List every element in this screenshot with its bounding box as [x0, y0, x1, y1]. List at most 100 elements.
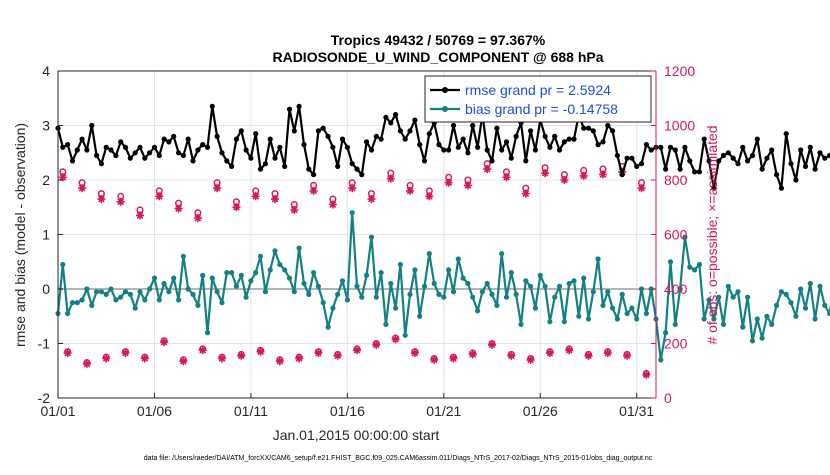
x-tick-label: 01/06 — [137, 403, 172, 419]
bias-point — [330, 305, 336, 311]
y-tick-label: -2 — [38, 390, 51, 406]
rmse-point — [764, 155, 770, 161]
rmse-point — [320, 125, 326, 131]
bias-point — [296, 245, 302, 251]
assimilated-obs-marker — [642, 370, 651, 379]
bias-point — [494, 302, 500, 308]
rmse-point — [788, 161, 794, 167]
rmse-point — [393, 112, 399, 118]
x-tick-label: 01/21 — [426, 403, 461, 419]
bias-point — [778, 289, 785, 295]
legend-bias-sample — [430, 106, 460, 112]
rmse-point — [257, 166, 264, 172]
bias-point — [137, 289, 143, 295]
bias-point — [720, 321, 727, 327]
rmse-point — [421, 158, 428, 164]
assimilated-obs-marker — [82, 359, 91, 368]
rmse-point — [556, 147, 563, 153]
bias-point — [147, 286, 153, 292]
bias-point — [108, 286, 114, 292]
rmse-point — [542, 133, 548, 139]
bias-point — [547, 319, 553, 325]
assimilated-obs-marker — [560, 175, 569, 185]
rmse-point — [195, 147, 201, 153]
bias-point — [373, 294, 379, 300]
rmse-point — [701, 136, 707, 142]
assimilated-obs-marker — [328, 200, 337, 209]
rmse-point — [161, 136, 167, 142]
rmse-point — [209, 103, 215, 109]
y-tick-label: 1 — [42, 227, 50, 243]
bias-point — [807, 280, 813, 287]
rmse-point — [118, 139, 124, 145]
rmse-point — [749, 152, 756, 159]
rmse-point — [306, 166, 312, 172]
bias-point — [643, 310, 650, 317]
assimilated-obs-marker — [116, 197, 125, 206]
rmse-point — [822, 155, 828, 161]
bias-point — [185, 286, 191, 292]
rmse-point — [643, 142, 650, 148]
bias-point — [638, 286, 645, 292]
assimilated-obs-marker — [463, 181, 472, 190]
assimilated-obs-marker — [314, 348, 323, 358]
bias-point — [378, 270, 384, 276]
assimilated-obs-marker — [58, 173, 67, 182]
rmse-point — [103, 144, 109, 150]
rmse-point — [793, 177, 799, 183]
rmse-point — [682, 144, 688, 150]
bias-point — [552, 294, 558, 300]
rmse-point — [94, 152, 100, 159]
bias-point — [368, 234, 375, 240]
bias-point — [470, 294, 476, 300]
rmse-point — [508, 155, 514, 161]
bias-point — [740, 324, 746, 330]
rmse-point — [229, 163, 235, 169]
assimilated-obs-marker — [584, 351, 593, 360]
y2-tick-label: 600 — [664, 227, 688, 243]
rmse-point — [180, 152, 186, 159]
rmse-point — [349, 161, 355, 167]
bias-point — [682, 234, 688, 240]
rmse-point — [171, 133, 177, 139]
x-tick-label: 01/16 — [330, 403, 365, 419]
assimilated-obs-marker — [367, 195, 376, 204]
bias-point — [339, 278, 346, 284]
bias-point — [176, 297, 182, 303]
bias-point — [156, 297, 162, 303]
bias-point — [200, 272, 206, 278]
bias-point — [272, 248, 278, 254]
rmse-point — [402, 136, 408, 142]
assimilated-obs-marker — [623, 351, 632, 360]
assimilated-obs-marker — [541, 169, 550, 178]
bias-point — [812, 316, 818, 322]
rmse-point — [248, 155, 254, 161]
rmse-point — [156, 152, 162, 159]
rmse-point — [706, 158, 712, 164]
rmse-point — [65, 142, 71, 148]
bias-point — [798, 286, 804, 292]
bias-point — [754, 316, 760, 322]
assimilated-obs-marker — [232, 203, 241, 212]
rmse-point — [450, 122, 457, 129]
bias-point — [730, 294, 736, 300]
bias-point — [614, 316, 621, 322]
rmse-point — [407, 128, 413, 134]
rmse-point — [286, 106, 293, 112]
rmse-point — [802, 163, 809, 169]
bias-point — [503, 294, 510, 300]
bias-point — [822, 302, 828, 308]
bias-point — [214, 289, 220, 295]
assimilated-obs-marker — [430, 355, 439, 364]
rmse-point — [373, 133, 379, 139]
bias-point — [460, 275, 466, 281]
rmse-point — [190, 158, 196, 164]
assimilated-obs-marker — [391, 335, 400, 344]
rmse-point — [658, 144, 664, 150]
rmse-point — [614, 152, 621, 159]
rmse-point — [122, 144, 129, 150]
rmse-point — [282, 163, 288, 169]
rmse-point — [296, 103, 302, 109]
rmse-point — [513, 133, 519, 139]
